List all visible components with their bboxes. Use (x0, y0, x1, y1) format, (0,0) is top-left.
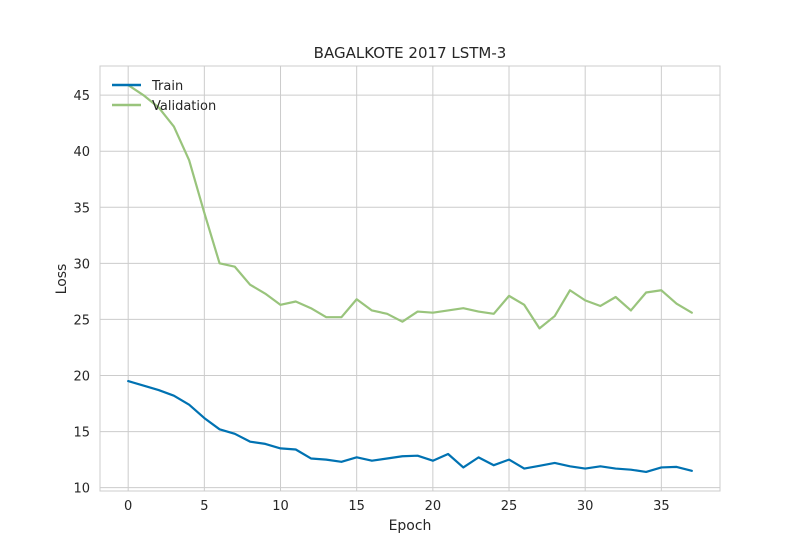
x-tick-label: 35 (653, 499, 670, 514)
tick-labels: 0 5 10 15 20 25 30 35 10 15 20 25 30 35 40 45 (73, 89, 669, 514)
series-lines (127, 83, 693, 474)
x-axis-label: Epoch (389, 518, 432, 534)
series-line-validation (127, 83, 693, 330)
y-tick-label: 40 (73, 145, 90, 160)
plot-area (99, 65, 721, 492)
x-tick-label: 10 (272, 499, 289, 514)
gridlines (100, 66, 720, 491)
x-tick-label: 20 (425, 499, 442, 514)
x-tick-label: 5 (200, 499, 208, 514)
x-tick-label: 30 (577, 499, 594, 514)
x-tick-label: 15 (348, 499, 365, 514)
y-tick-label: 45 (73, 89, 90, 104)
y-tick-label: 10 (73, 482, 90, 497)
y-axis-label: Loss (54, 264, 70, 295)
y-tick-label: 30 (73, 257, 90, 272)
chart-title: BAGALKOTE 2017 LSTM-3 (314, 44, 507, 62)
y-tick-label: 15 (73, 426, 90, 441)
x-tick-label: 25 (501, 499, 518, 514)
x-tick-label: 0 (124, 499, 132, 514)
y-tick-label: 35 (73, 201, 90, 216)
y-tick-label: 25 (73, 313, 90, 328)
legend: Train Validation (112, 79, 216, 114)
series-line-train (127, 380, 693, 474)
legend-label-train: Train (151, 79, 183, 94)
y-tick-label: 20 (73, 369, 90, 384)
legend-label-validation: Validation (152, 99, 216, 114)
